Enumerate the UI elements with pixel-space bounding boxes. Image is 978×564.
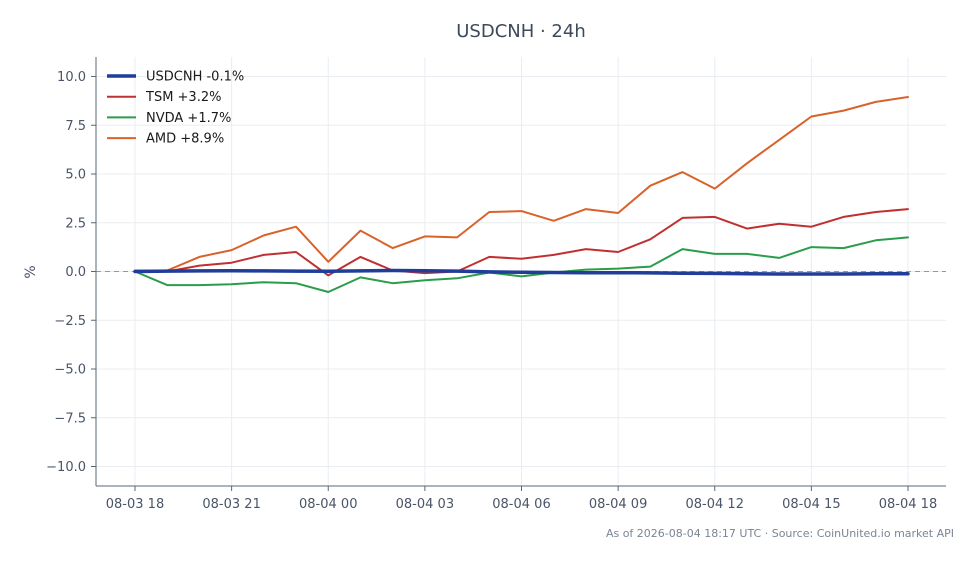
y-tick-label: −10.0 bbox=[46, 460, 86, 475]
y-tick-label: −7.5 bbox=[54, 411, 86, 426]
chart-title: USDCNH · 24h bbox=[456, 21, 586, 42]
y-tick-label: 5.0 bbox=[65, 168, 86, 183]
x-tick-label: 08-04 03 bbox=[396, 497, 454, 512]
x-tick-label: 08-04 12 bbox=[686, 497, 744, 512]
x-tick-label: 08-04 00 bbox=[299, 497, 357, 512]
legend-label-tsm: TSM +3.2% bbox=[145, 90, 221, 105]
footer-source: As of 2026-08-04 18:17 UTC · Source: Coi… bbox=[606, 527, 954, 540]
x-tick-label: 08-03 18 bbox=[106, 497, 164, 512]
series-line-nvda bbox=[134, 236, 909, 293]
y-ticks: −10.0 −7.5 −5.0 −2.5 0.0 2.5 5.0 7.5 10.0 bbox=[46, 70, 96, 475]
x-tick-label: 08-03 21 bbox=[202, 497, 260, 512]
legend-label-nvda: NVDA +1.7% bbox=[146, 111, 231, 126]
series-line-usdcnh bbox=[133, 268, 910, 276]
series-lines bbox=[133, 96, 910, 293]
legend-label-amd: AMD +8.9% bbox=[146, 132, 224, 147]
y-tick-label: 7.5 bbox=[65, 119, 86, 134]
y-axis-label: % bbox=[23, 265, 39, 278]
y-tick-label: 0.0 bbox=[65, 265, 86, 280]
y-tick-label: 2.5 bbox=[65, 216, 86, 231]
x-tick-label: 08-04 09 bbox=[589, 497, 647, 512]
x-tick-label: 08-04 06 bbox=[492, 497, 550, 512]
series-line-tsm bbox=[134, 208, 909, 277]
legend-label-usdcnh: USDCNH -0.1% bbox=[146, 70, 244, 85]
x-tick-label: 08-04 15 bbox=[782, 497, 840, 512]
x-ticks: 08-03 18 08-03 21 08-04 00 08-04 03 08-04 06… bbox=[106, 486, 937, 512]
series-line-amd bbox=[134, 96, 909, 272]
x-tick-label: 08-04 18 bbox=[879, 497, 937, 512]
y-tick-label: −5.0 bbox=[54, 363, 86, 378]
legend: USDCNH -0.1% TSM +3.2% NVDA +1.7% AMD +8.9% bbox=[107, 70, 244, 147]
y-tick-label: −2.5 bbox=[54, 314, 86, 329]
y-tick-label: 10.0 bbox=[57, 70, 86, 85]
